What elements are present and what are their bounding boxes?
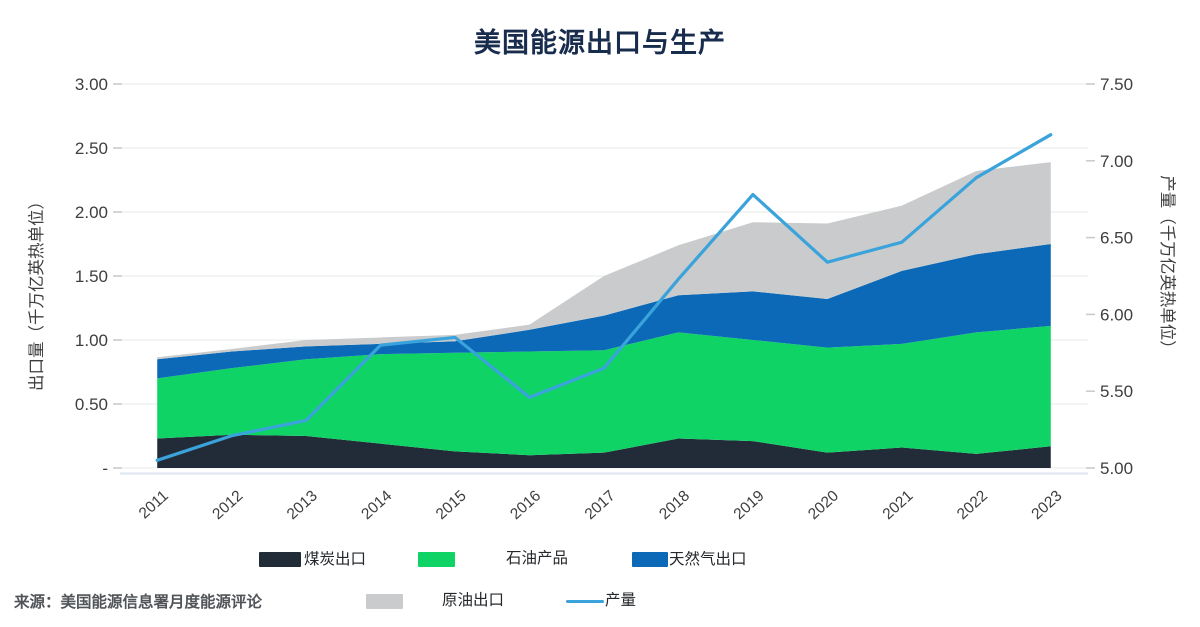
- svg-text:5.00: 5.00: [1100, 459, 1133, 478]
- svg-text:2020: 2020: [805, 487, 842, 523]
- svg-text:2019: 2019: [731, 487, 768, 523]
- chart-canvas: 3.00 2.50 2.00 1.50 1.00 0.50 - 7.50 7.00 6.50 6.0…: [27, 75, 1177, 523]
- left-axis-title: 出口量（千万亿英热单位）: [27, 193, 46, 391]
- right-axis-title: 产量（千万亿英热单位）: [1158, 175, 1177, 357]
- chart-title: 美国能源出口与生产: [474, 28, 726, 58]
- legend-line-production: [566, 600, 604, 603]
- legend-label-petroleum-products: 石油产品: [506, 550, 569, 567]
- svg-text:2018: 2018: [656, 487, 693, 523]
- svg-text:2016: 2016: [507, 487, 544, 523]
- svg-text:2.00: 2.00: [75, 203, 108, 222]
- legend-label-crude-oil-exports: 原油出口: [442, 592, 505, 609]
- legend-swatch-petroleum-products: [418, 552, 455, 567]
- legend-swatch-coal-exports: [259, 552, 301, 567]
- svg-text:6.50: 6.50: [1100, 229, 1133, 248]
- svg-text:3.00: 3.00: [75, 75, 108, 94]
- production-line: [155, 133, 1053, 462]
- svg-text:1.00: 1.00: [75, 331, 108, 350]
- x-axis-labels: 2011 2012 2013 2014 2015 2016 2017 2018 2019 2020…: [136, 487, 1066, 523]
- legend-label-production: 产量: [605, 592, 637, 609]
- svg-text:5.50: 5.50: [1100, 382, 1133, 401]
- legend-label-coal-exports: 煤炭出口: [304, 551, 367, 568]
- svg-text:2023: 2023: [1028, 487, 1065, 523]
- svg-text:2011: 2011: [136, 487, 172, 522]
- axis-tick-labels: 3.00 2.50 2.00 1.50 1.00 0.50 - 7.50 7.00 6.50 6.0…: [75, 75, 1133, 478]
- area-coal-exports: [157, 434, 1051, 468]
- legend-label-natural-gas-exports: 天然气出口: [669, 551, 747, 568]
- svg-text:6.00: 6.00: [1100, 305, 1133, 324]
- svg-text:2013: 2013: [284, 487, 321, 523]
- svg-text:2.50: 2.50: [75, 139, 108, 158]
- source-note: 来源：美国能源信息署月度能源评论: [14, 594, 263, 611]
- svg-text:2012: 2012: [209, 487, 246, 523]
- axis-ticks: [113, 83, 1095, 469]
- area-crude-oil-exports: [157, 162, 1051, 360]
- svg-text:2014: 2014: [358, 487, 395, 523]
- svg-text:2017: 2017: [582, 487, 619, 523]
- svg-text:7.00: 7.00: [1100, 152, 1133, 171]
- svg-text:1.50: 1.50: [75, 267, 108, 286]
- svg-text:2021: 2021: [880, 487, 917, 523]
- svg-text:-: -: [102, 459, 108, 478]
- svg-text:7.50: 7.50: [1100, 75, 1133, 94]
- svg-text:2022: 2022: [954, 487, 991, 523]
- legend-swatch-natural-gas-exports: [632, 552, 668, 567]
- area-petroleum-products: [157, 325, 1051, 456]
- svg-text:0.50: 0.50: [75, 395, 108, 414]
- legend-swatch-crude-oil-exports: [366, 594, 403, 609]
- svg-text:2015: 2015: [433, 487, 470, 523]
